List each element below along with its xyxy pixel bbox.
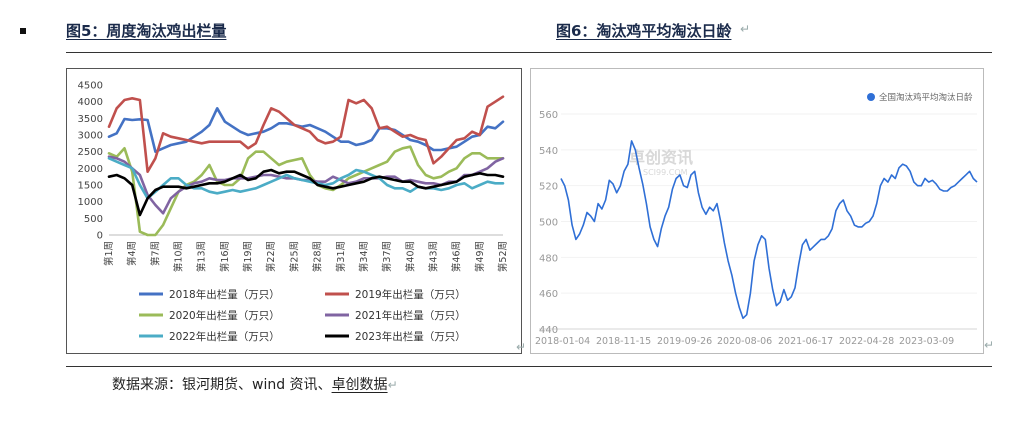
y-tick-label: 560 [539, 110, 558, 121]
x-tick-label: 第49周 [474, 241, 486, 272]
figure5-heading: 图5：周度淘汰鸡出栏量 [66, 22, 227, 40]
x-tick-label: 第34周 [358, 241, 370, 272]
y-tick-label: 2500 [78, 147, 103, 158]
y-tick-label: 540 [539, 146, 558, 157]
y-tick-label: 500 [84, 214, 103, 225]
series-line-2 [107, 95, 505, 173]
x-tick-label: 第37周 [381, 241, 393, 272]
series-line-5 [107, 157, 505, 200]
x-tick-label: 2023-03-09 [899, 336, 954, 347]
legend-label: 2021年出栏量（万只） [355, 309, 466, 322]
y-tick-label: 1500 [78, 181, 103, 192]
legend-label: 全国淘汰鸡平均淘汰日龄 [879, 92, 973, 103]
x-tick-label: 第52周 [497, 241, 509, 272]
average-culling-age-chart: 440 460 480 500 520 540 560 2018-01-04 2018-11-1… [530, 68, 984, 354]
paragraph-mark: ↵ [740, 22, 751, 36]
x-tick-label: 2018-01-04 [535, 336, 590, 347]
series-line-3 [107, 145, 505, 237]
legend-label: 2020年出栏量（万只） [169, 309, 280, 322]
x-tick-label: 第28周 [312, 241, 324, 272]
x-tick-label: 第25周 [288, 241, 300, 272]
y-tick-label: 500 [539, 218, 558, 229]
watermark-text: 卓创资讯 [629, 148, 693, 167]
y-tick-label: 0 [97, 231, 103, 242]
x-tick-label: 第7周 [149, 241, 161, 266]
x-tick-label: 第10周 [173, 241, 185, 272]
x-tick-label: 第40周 [404, 241, 416, 272]
x-tick-label: 2018-11-15 [596, 336, 651, 347]
series-line-1 [107, 106, 505, 153]
y-tick-label: 2000 [78, 164, 103, 175]
x-tick-label: 第31周 [335, 241, 347, 272]
x-tick-label: 第4周 [126, 241, 138, 266]
y-tick-label: 440 [539, 325, 558, 336]
series-line-6 [107, 168, 505, 217]
x-tick-label: 第22周 [265, 241, 277, 272]
y-tick-label: 480 [539, 253, 558, 264]
legend-marker [867, 93, 875, 101]
y-tick-label: 4000 [78, 97, 103, 108]
x-tick-label: 2021-06-17 [778, 336, 833, 347]
figure6-heading: 图6：淘汰鸡平均淘汰日龄 [556, 22, 732, 40]
y-tick-label: 3500 [78, 114, 103, 125]
source-prefix: 数据来源：银河期货、wind 资讯、 [112, 377, 332, 393]
data-source: 数据来源：银河期货、wind 资讯、卓创数据↵ [112, 374, 398, 394]
x-tick-label: 第19周 [242, 241, 254, 272]
x-tick-label: 第46周 [451, 241, 463, 272]
weekly-culled-hens-chart: 0 500 1000 1500 2000 2500 3000 3500 4000 4500 第1周第… [66, 68, 522, 354]
watermark-text: SCI99.COM [643, 168, 688, 177]
paragraph-mark: ↵ [387, 378, 398, 392]
x-tick-label: 2022-04-28 [839, 336, 894, 347]
list-bullet [20, 28, 26, 34]
x-tick-label: 第43周 [427, 241, 439, 272]
x-tick-label: 第1周 [103, 241, 115, 266]
y-tick-label: 520 [539, 182, 558, 193]
x-tick-label: 2019-09-26 [657, 336, 712, 347]
y-tick-label: 1000 [78, 197, 103, 208]
x-tick-label: 2020-08-06 [717, 336, 772, 347]
series-line [560, 140, 978, 320]
paragraph-mark: ↵ [984, 338, 995, 352]
legend-label: 2023年出栏量（万只） [355, 330, 466, 343]
y-tick-label: 3000 [78, 131, 103, 142]
source-link[interactable]: 卓创数据 [331, 377, 388, 393]
legend-label: 2022年出栏量（万只） [169, 330, 280, 343]
top-rule [66, 52, 992, 53]
y-tick-label: 4500 [78, 81, 103, 92]
x-tick-label: 第16周 [219, 241, 231, 272]
paragraph-mark: ↵ [516, 340, 527, 354]
bottom-rule [66, 366, 992, 367]
legend-label: 2018年出栏量（万只） [169, 288, 280, 301]
chart1-svg: 050010001500200025003000350040004500第1周第… [78, 81, 509, 344]
x-tick-label: 第13周 [196, 241, 208, 272]
y-tick-label: 460 [539, 289, 558, 300]
legend-label: 2019年出栏量（万只） [355, 288, 466, 301]
chart2-svg: 440 460 480 500 520 540 560 2018-01-04 2018-11-1… [535, 92, 978, 347]
